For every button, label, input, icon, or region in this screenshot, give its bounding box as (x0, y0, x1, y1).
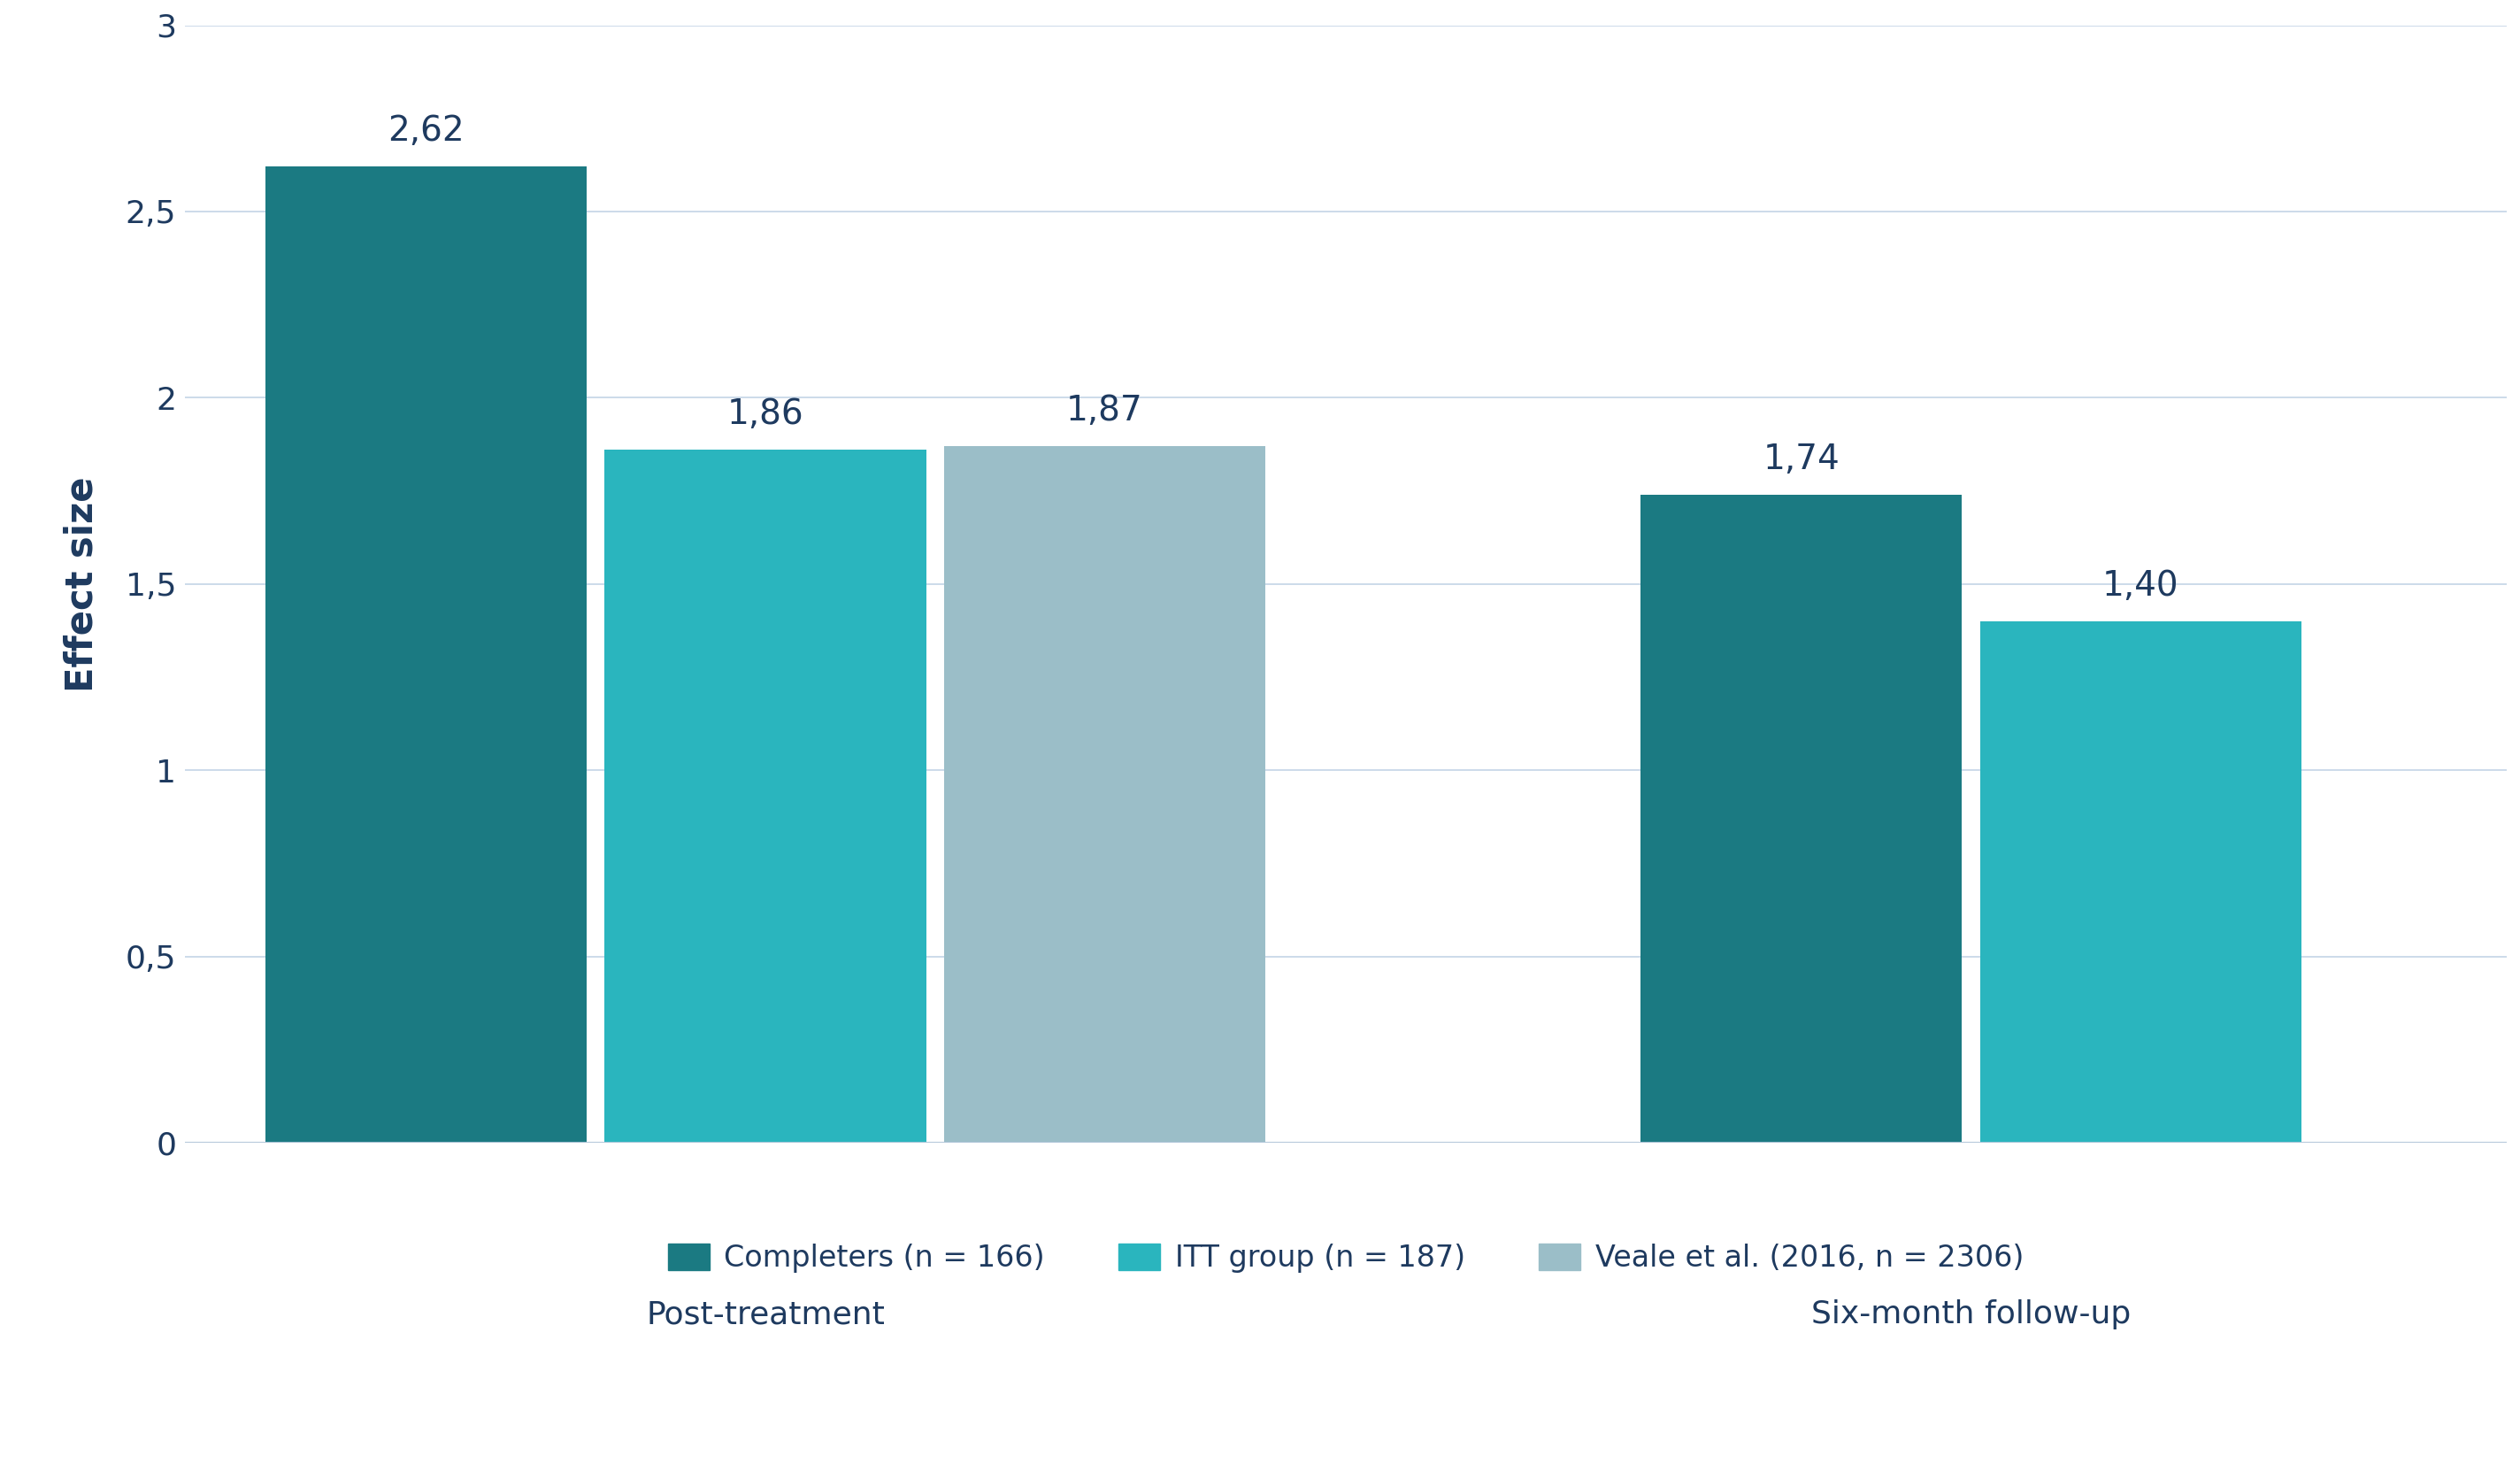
Bar (945, 447, 1265, 1143)
Text: 1,74: 1,74 (1764, 442, 1840, 476)
Text: Post-treatment: Post-treatment (645, 1300, 885, 1330)
Y-axis label: Effect size: Effect size (63, 476, 101, 692)
Text: Six-month follow-up: Six-month follow-up (1812, 1300, 2132, 1330)
Bar (1981, 621, 2301, 1143)
Text: 1,86: 1,86 (726, 398, 804, 432)
Text: 1,40: 1,40 (2102, 569, 2180, 603)
Bar (605, 450, 925, 1143)
Bar (1641, 495, 1963, 1143)
Bar (265, 167, 587, 1143)
Legend: Completers (n = 166), ITT group (n = 187), Veale et al. (2016, n = 2306): Completers (n = 166), ITT group (n = 187… (655, 1232, 2036, 1285)
Text: 1,87: 1,87 (1066, 393, 1144, 427)
Text: 2,62: 2,62 (388, 114, 464, 148)
